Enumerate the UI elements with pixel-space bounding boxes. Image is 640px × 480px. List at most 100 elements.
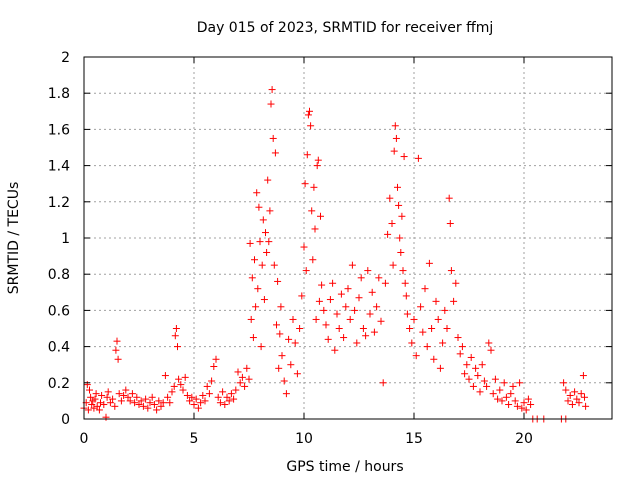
data-point [505, 401, 513, 409]
data-point [278, 352, 286, 360]
y-tick-label: 1.2 [48, 195, 70, 211]
grid-lines [84, 57, 612, 419]
data-point [188, 393, 196, 401]
data-point [447, 267, 455, 275]
data-point [144, 404, 152, 412]
data-point [289, 315, 297, 323]
data-point [98, 391, 106, 399]
data-point [255, 203, 263, 211]
data-point [309, 256, 317, 264]
data-point [577, 390, 585, 398]
data-point [97, 399, 104, 407]
data-point [560, 379, 568, 387]
data-point [314, 156, 322, 164]
data-point [381, 279, 389, 287]
data-point [93, 402, 101, 410]
data-point [150, 401, 158, 409]
data-point [87, 393, 95, 401]
data-point [502, 393, 510, 401]
y-tick-label: 2 [61, 50, 70, 66]
data-point [403, 310, 411, 318]
x-tick-label: 15 [405, 431, 423, 447]
data-point [268, 86, 276, 94]
data-point [384, 230, 392, 238]
data-point [126, 397, 134, 405]
data-point [259, 216, 267, 224]
data-point [137, 397, 145, 405]
data-point [230, 395, 238, 403]
data-point [391, 122, 399, 130]
data-point [102, 413, 110, 421]
data-point [183, 391, 191, 399]
data-point [117, 397, 125, 405]
data-point [131, 399, 139, 407]
x-tick-label: 5 [190, 431, 199, 447]
data-point [181, 373, 189, 381]
data-point [275, 364, 283, 372]
data-point [582, 402, 590, 410]
data-point [430, 355, 438, 363]
data-point [168, 388, 176, 396]
y-tick-label: 0.6 [48, 303, 70, 319]
data-point [103, 393, 111, 401]
data-point [370, 328, 378, 336]
data-point [379, 379, 387, 387]
data-point [172, 325, 180, 332]
data-point [197, 399, 205, 407]
data-point [83, 381, 91, 389]
data-point [412, 352, 420, 360]
data-point [423, 343, 431, 351]
data-point [115, 390, 123, 398]
data-point [573, 395, 581, 403]
data-point [428, 325, 436, 332]
data-point [581, 393, 588, 401]
data-point [566, 391, 574, 399]
data-point [227, 390, 235, 398]
data-points [80, 86, 590, 423]
data-point [394, 183, 401, 191]
data-point [285, 335, 293, 343]
data-point [95, 406, 103, 414]
data-point [320, 306, 328, 314]
data-point [494, 395, 502, 403]
data-point [234, 368, 242, 376]
data-point [311, 225, 319, 233]
data-point [408, 339, 416, 347]
data-point [249, 334, 257, 342]
data-point [461, 370, 469, 378]
data-point [496, 386, 504, 394]
data-point [84, 406, 92, 414]
data-point [337, 290, 345, 298]
data-point [441, 306, 449, 314]
data-point [88, 401, 96, 409]
data-point [390, 147, 398, 155]
data-point [562, 386, 570, 394]
data-point [241, 382, 249, 390]
data-point [293, 370, 301, 378]
data-point [509, 382, 517, 390]
data-point [366, 310, 374, 318]
data-point [245, 375, 253, 383]
data-point [401, 279, 409, 287]
data-point [399, 267, 407, 275]
data-point [452, 279, 460, 287]
data-point [476, 388, 484, 396]
data-point [340, 334, 348, 342]
data-point [575, 399, 583, 407]
data-point [395, 201, 403, 209]
data-point [310, 183, 318, 191]
data-point [90, 404, 98, 412]
data-point [454, 334, 462, 342]
data-point [277, 303, 285, 311]
data-point [258, 261, 266, 269]
data-point [253, 189, 261, 197]
data-point [256, 238, 264, 246]
data-point [153, 406, 161, 414]
data-point [500, 379, 508, 387]
data-point [335, 325, 343, 332]
data-point [219, 388, 227, 396]
data-point [246, 239, 254, 247]
data-point [112, 346, 120, 354]
data-point [400, 153, 408, 161]
